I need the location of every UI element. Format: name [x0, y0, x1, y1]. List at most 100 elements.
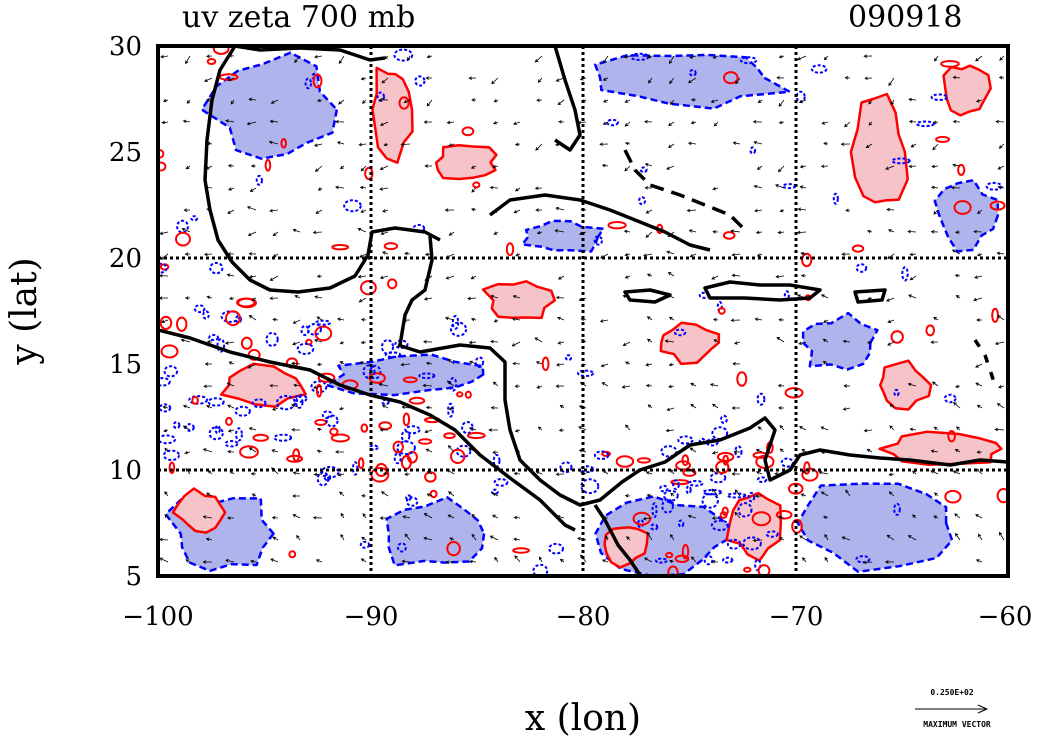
wind-vector	[778, 99, 785, 107]
positive-contour	[158, 149, 165, 159]
negative-contour	[455, 444, 472, 458]
negative-contour	[255, 174, 263, 186]
wind-vector	[316, 362, 323, 367]
positive-contour	[329, 427, 339, 436]
wind-vector	[733, 450, 741, 454]
negative-contour	[325, 414, 339, 428]
positive-contour	[158, 161, 167, 172]
grid-lines	[158, 46, 1008, 576]
negative-contour	[474, 356, 485, 369]
wind-vector	[886, 297, 895, 302]
positive-contour	[212, 46, 230, 55]
wind-vector	[713, 121, 719, 127]
wind-vector	[642, 516, 653, 521]
wind-vector	[269, 296, 279, 301]
wind-vector	[757, 426, 763, 431]
positive-contour	[236, 297, 256, 308]
y-axis-label: y (lat)	[4, 257, 45, 365]
wind-vector	[382, 471, 389, 476]
wind-vector	[423, 340, 433, 344]
positive-contour	[743, 566, 752, 573]
wind-vector	[644, 163, 653, 167]
wind-vector	[204, 362, 212, 366]
wind-vector	[335, 185, 345, 190]
wind-vector	[664, 339, 675, 343]
wind-vector	[270, 558, 279, 563]
wind-vector	[338, 99, 345, 105]
wind-vector	[798, 341, 807, 345]
wind-vector	[932, 143, 939, 151]
negative-contour	[202, 310, 210, 320]
wind-vector	[690, 98, 697, 102]
wind-vector	[336, 141, 345, 145]
y-tick-label: 30	[109, 32, 142, 62]
wind-vector	[997, 315, 1005, 321]
wind-vector	[228, 296, 235, 301]
positive-contour	[751, 511, 772, 527]
positive-contour	[957, 163, 966, 176]
wind-vector	[423, 297, 433, 301]
negative-contour	[703, 554, 714, 566]
wind-vector	[712, 403, 719, 409]
wind-vector	[185, 55, 191, 65]
wind-vector	[400, 362, 411, 367]
wind-vector	[291, 404, 301, 409]
wind-vector	[600, 363, 609, 368]
wind-vector	[513, 209, 521, 214]
negative-contour	[393, 452, 402, 465]
wind-vector	[358, 297, 367, 303]
wind-vector	[490, 406, 499, 410]
coast-bahamas	[623, 149, 747, 232]
wind-vector	[907, 382, 917, 387]
wind-vector	[246, 206, 257, 211]
negative-contour	[722, 556, 734, 564]
negative-contour	[639, 166, 648, 174]
wind-vector	[534, 337, 543, 343]
wind-vectors-layer	[158, 53, 1005, 565]
negative-contour	[447, 402, 454, 418]
positive-contour	[176, 316, 188, 332]
wind-vector	[359, 185, 367, 190]
wind-vector	[470, 165, 477, 169]
wind-vector	[205, 537, 213, 542]
negative-contour	[580, 478, 600, 495]
wind-vector	[425, 405, 433, 410]
wind-vector	[248, 447, 257, 453]
wind-vector	[471, 98, 477, 102]
wind-vector	[731, 273, 741, 278]
wind-vector	[183, 208, 191, 212]
wind-vector	[162, 405, 169, 410]
wind-vector	[559, 558, 565, 563]
wind-vector	[204, 77, 213, 82]
wind-vector	[424, 429, 433, 434]
negative-contour	[393, 48, 414, 62]
wind-vector	[887, 319, 895, 324]
negative-contour	[893, 388, 900, 397]
wind-vector	[339, 341, 345, 345]
wind-vector	[444, 208, 455, 212]
wind-vector	[537, 426, 543, 431]
y-tick-label: 10	[109, 456, 142, 486]
wind-vector	[445, 275, 455, 280]
negative-contour	[188, 395, 209, 405]
negative-contour	[702, 489, 723, 496]
wind-vector	[448, 491, 455, 497]
negative-contour	[532, 563, 549, 576]
wind-vector	[646, 338, 653, 343]
wind-vector	[668, 143, 675, 148]
wind-vector	[602, 99, 609, 103]
wind-vector	[512, 361, 521, 366]
positive-contour	[601, 450, 611, 457]
wind-vector	[755, 471, 763, 475]
coast-gulf-of-mexico	[203, 46, 441, 294]
negative-contour	[405, 496, 419, 507]
wind-vector	[823, 55, 829, 61]
wind-vector	[227, 404, 235, 409]
wind-vector	[645, 209, 653, 214]
wind-vector	[953, 402, 961, 409]
wind-vector	[689, 55, 697, 59]
wind-vector	[731, 252, 741, 257]
wind-vector	[889, 403, 895, 409]
wind-vector	[976, 318, 982, 322]
positive-vorticity-region	[481, 280, 557, 320]
